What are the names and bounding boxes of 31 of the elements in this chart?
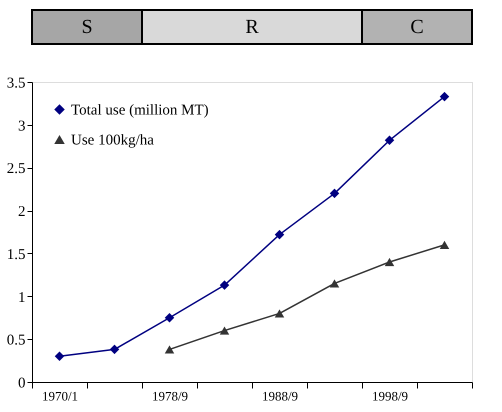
point [110, 344, 120, 354]
x-tick-label: 1978/9 [152, 388, 188, 404]
point [220, 280, 230, 290]
y-tick-label: 3 [18, 118, 26, 134]
point [384, 258, 394, 266]
x-tick-label: 1970/1 [42, 388, 78, 404]
point [330, 188, 340, 198]
y-tick-label: 0 [18, 376, 26, 392]
text: C [410, 16, 424, 38]
y-tick-label: 2.5 [6, 161, 26, 178]
y-tick-label: 0.5 [6, 332, 26, 349]
text: R [245, 16, 260, 38]
y-tick-label: 1 [18, 290, 26, 306]
y-tick-label: 3.5 [6, 76, 26, 92]
legend-label: Use 100kg/ha [71, 132, 154, 148]
point [164, 312, 174, 322]
x-tick-label: 1998/9 [372, 388, 408, 404]
point [274, 309, 284, 318]
x-tick-label: 1988/9 [262, 388, 298, 404]
y-tick-label: 2 [18, 204, 26, 220]
legend-label: Total use (million MT) [71, 102, 209, 118]
point [440, 92, 450, 102]
text: S [81, 16, 93, 38]
point [384, 136, 394, 146]
point [330, 279, 340, 288]
point [220, 326, 230, 335]
point [164, 345, 174, 354]
point [274, 230, 284, 240]
point [440, 240, 450, 249]
y-tick-label: 1.5 [6, 246, 26, 263]
point [54, 352, 64, 362]
